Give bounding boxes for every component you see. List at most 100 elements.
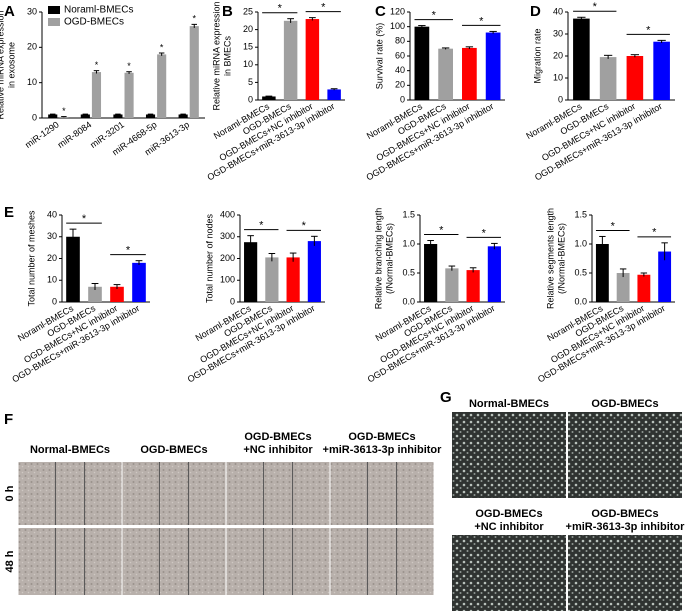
y-axis-label: (/Normal-BMECs) [384,223,394,294]
image-title: OGD-BMECs [475,508,542,520]
error-bar [330,88,338,91]
significance: * [593,1,598,13]
y-tick-label: 40 [395,65,405,75]
bar [189,26,199,119]
error-bar [489,30,497,34]
bar [124,72,134,118]
bar [305,19,320,100]
error-bar [657,39,666,44]
y-tick-label: 0 [400,94,405,104]
error-bar [49,113,56,115]
y-tick-label: 40 [47,209,57,219]
panel-letter: B [222,3,233,20]
error-bar [441,47,450,50]
y-tick-label: 20 [27,42,37,52]
y-tick-label: 120 [390,6,405,16]
bar [599,57,617,100]
micrograph [18,462,122,525]
error-bar [619,268,627,278]
micrograph [226,462,330,525]
significance: * [259,220,264,232]
bar [244,242,258,302]
error-bar [69,228,77,245]
bar [327,89,341,100]
bar [424,244,438,302]
error-bar [82,113,89,115]
bar [66,236,80,302]
y-axis-label: (/Normal-BMECs) [556,223,566,294]
bar [466,270,480,302]
y-tick-label: 15 [243,42,253,52]
y-tick-label: 0.5 [402,267,415,277]
error-bar [180,113,186,115]
significance: * [479,15,484,27]
y-tick-label: 40 [553,6,563,16]
y-tick-label: 0.0 [402,296,415,306]
error-bar [93,70,100,74]
y-axis-label: in BMECs [222,36,232,77]
bar [414,26,430,101]
bar [113,114,123,118]
bar [91,72,102,118]
y-tick-label: 200 [220,253,235,263]
image-title: +NC inhibitor [474,521,544,533]
significance: * [160,42,164,52]
bar [658,251,672,302]
bar [48,114,58,118]
y-axis-label: in exosome [6,42,16,88]
x-tick-label: miR-1290 [23,119,61,150]
significance: * [439,224,444,236]
y-tick-label: 20 [47,253,57,263]
micrograph [330,528,434,595]
error-bar [268,252,276,262]
error-bar [448,265,456,271]
significance: * [126,245,131,257]
significance: * [62,106,66,116]
legend-label: Noraml-BMECs [64,5,133,16]
bar [80,114,90,118]
bar [265,257,279,302]
image-title: OGD-BMECs [591,398,658,410]
error-bar [191,23,198,28]
x-tick-label: miR-8084 [56,119,94,150]
y-tick-label: 0 [230,296,235,306]
error-bar [287,18,294,23]
y-tick-label: 0 [558,94,563,104]
y-tick-label: 100 [220,275,235,285]
y-axis-label: Relative segments length [545,208,555,309]
error-bar [126,71,132,74]
error-bar [661,242,668,261]
row-label: 0 h [4,485,16,501]
error-bar [599,235,606,252]
panel-letter: D [530,3,541,20]
error-bar [147,113,154,115]
bar [59,116,69,118]
bar [487,246,501,302]
bar [626,56,644,100]
error-bar [113,284,121,289]
image-title: Normal-BMECs [469,398,549,410]
error-bar [115,113,121,115]
significance: * [652,227,657,239]
y-tick-label: 10 [243,59,253,69]
y-tick-label: 60 [395,50,405,60]
x-tick-label: OGD-BMECs+NC inhibitor [375,101,472,163]
bar [485,32,501,100]
legend-swatch [48,18,60,26]
significance: * [278,3,283,15]
error-bar [311,235,318,246]
y-tick-label: 400 [220,209,235,219]
significance: * [82,213,87,225]
y-tick-label: 20 [395,80,405,90]
error-bar [640,272,648,277]
error-bar [577,16,586,20]
column-title: +NC inhibitor [243,444,313,456]
legend-swatch [48,6,60,14]
bar [110,286,124,302]
y-tick-label: 1.5 [574,209,587,219]
panel-letter: G [440,389,452,406]
error-bar [135,260,143,266]
y-axis-label: Survival rate (%) [374,23,384,90]
image-title: +miR-3613-3p inhibitor [566,521,685,533]
